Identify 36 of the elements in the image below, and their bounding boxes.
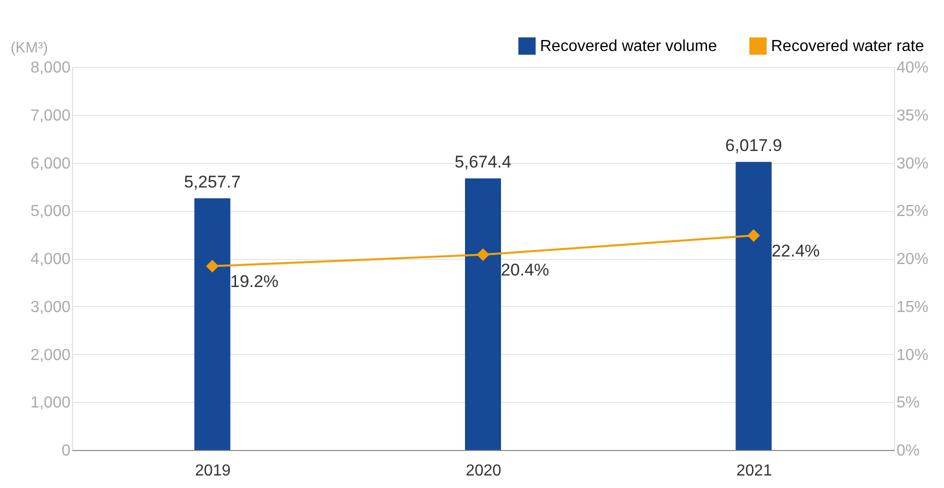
y-axis-title: (KM³) xyxy=(10,40,48,56)
text: 5,257.7 xyxy=(184,172,241,192)
y2-tick-label: 25% xyxy=(896,203,929,220)
y-tick-label: 6,000 xyxy=(30,155,71,172)
bar xyxy=(194,198,230,450)
x-tick-label: 2019 xyxy=(195,462,231,480)
y-tick-label: 4,000 xyxy=(30,251,71,268)
y-tick-label: 8,000 xyxy=(30,60,71,76)
legend-label: Recovered water rate xyxy=(771,38,924,56)
legend-label: Recovered water volume xyxy=(540,38,718,56)
x-tick-label: 2020 xyxy=(466,462,502,480)
y2-tick-label: 0% xyxy=(896,442,920,460)
y-tick-label: 7,000 xyxy=(30,107,71,124)
data-label: 22.4% xyxy=(772,242,820,261)
point xyxy=(747,229,760,242)
y-tick-label: 1,000 xyxy=(30,394,71,412)
point xyxy=(206,260,219,272)
text: 6,017.9 xyxy=(725,136,782,155)
y-tick-label: 0 xyxy=(62,442,71,460)
y2-tick-label: 20% xyxy=(896,251,929,268)
x-tick-label: 2021 xyxy=(736,462,772,480)
point xyxy=(476,248,490,261)
y-tick-label: 5,000 xyxy=(30,203,71,220)
y-tick-label: 2,000 xyxy=(30,346,71,364)
bar xyxy=(465,178,501,450)
data-label: 19.2% xyxy=(230,272,278,292)
data-label: 20.4% xyxy=(500,260,550,280)
y2-tick-label: 10% xyxy=(896,346,929,364)
y2-tick-label: 40% xyxy=(896,60,929,76)
y-tick-label: 3,000 xyxy=(30,298,71,316)
bar xyxy=(736,162,772,450)
y2-tick-label: 35% xyxy=(896,107,929,124)
y2-tick-label: 30% xyxy=(896,155,929,172)
y2-tick-label: 15% xyxy=(896,298,929,316)
text: 5,674.4 xyxy=(454,152,512,172)
y2-tick-label: 5% xyxy=(896,394,920,412)
